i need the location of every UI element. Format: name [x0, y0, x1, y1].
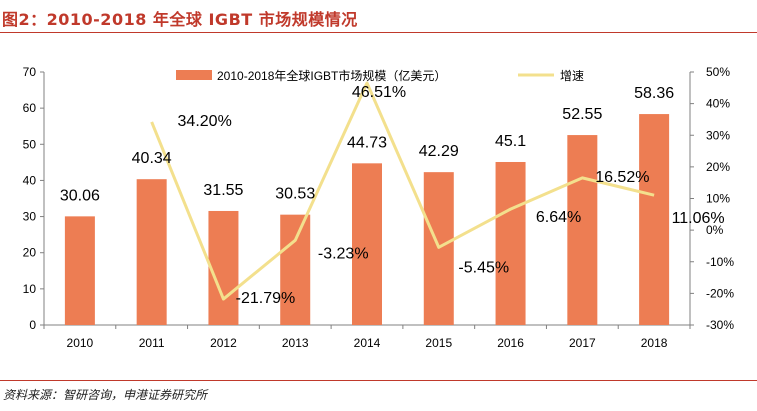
x-tick-label: 2012 — [210, 336, 237, 350]
x-tick-label: 2010 — [67, 336, 94, 350]
bar-value-label: 40.34 — [132, 150, 172, 167]
growth-value-label: 16.52% — [595, 169, 649, 186]
y-left-tick-label: 40 — [23, 173, 37, 187]
legend-bar-swatch — [176, 70, 212, 80]
y-left-tick-label: 0 — [29, 318, 36, 332]
footer-divider — [0, 380, 757, 381]
growth-line — [150, 81, 655, 301]
x-tick-label: 2016 — [497, 336, 524, 350]
bar-value-label: 45.1 — [495, 133, 526, 150]
y-right-tick-label: 50% — [706, 65, 730, 79]
chart: 0 10 20 30 40 50 60 70 -30% -20% -10% 0% 10% 20% 30% 40… — [23, 65, 735, 350]
y-left-tick-label: 10 — [23, 282, 37, 296]
growth-value-label: -3.23% — [318, 245, 369, 262]
y-right-tick-label: -10% — [706, 255, 734, 269]
bar — [136, 179, 167, 325]
x-tick-label: 2015 — [425, 336, 452, 350]
bar-value-label: 30.06 — [60, 187, 100, 204]
y-right-tick-label: 30% — [706, 128, 730, 142]
growth-value-label: 34.20% — [178, 113, 232, 130]
title-divider — [0, 32, 757, 33]
y-right-tick-label: 20% — [706, 160, 730, 174]
bar-value-label: 44.73 — [347, 134, 387, 151]
legend-line-label: 增速 — [560, 69, 584, 83]
x-tick-label: 2017 — [569, 336, 596, 350]
y-left-tick-label: 30 — [23, 210, 37, 224]
x-tick-label: 2013 — [282, 336, 309, 350]
bar — [352, 163, 382, 325]
x-tick-label: 2018 — [641, 336, 668, 350]
bar — [567, 135, 598, 325]
y-left-tick-label: 20 — [23, 246, 37, 260]
y-left-tick-label: 50 — [23, 137, 37, 151]
growth-value-label: -5.45% — [458, 259, 509, 276]
bar — [280, 214, 311, 325]
growth-value-label: 46.51% — [352, 84, 406, 101]
growth-value-label: -21.79% — [236, 290, 296, 307]
y-right-tick-label: -20% — [706, 286, 734, 300]
bar — [208, 210, 239, 325]
bar-value-label: 30.53 — [275, 186, 315, 203]
bar-value-label: 58.36 — [634, 85, 674, 102]
y-left-tick-label: 70 — [23, 65, 37, 79]
bar-value-label: 31.55 — [203, 182, 243, 199]
growth-value-label: 11.06% — [672, 210, 725, 227]
chart-title: 图2：2010-2018 年全球 IGBT 市场规模情况 — [2, 10, 358, 29]
y-right-tick-label: 0% — [706, 223, 724, 237]
source-note: 资料来源：智研咨询，申港证券研究所 — [3, 388, 208, 402]
bar — [64, 216, 95, 325]
y-left-tick-label: 60 — [23, 101, 37, 115]
legend-bar-label: 2010-2018年全球IGBT市场规模（亿美元） — [217, 68, 446, 83]
growth-value-label: 6.64% — [536, 209, 581, 226]
bar-value-label: 52.55 — [562, 106, 602, 123]
y-right-tick-label: 40% — [706, 97, 730, 111]
y-right-tick-label: -30% — [706, 318, 734, 332]
bar — [495, 161, 526, 325]
x-tick-label: 2014 — [354, 336, 381, 350]
bar — [639, 114, 670, 325]
bar-value-label: 42.29 — [419, 143, 459, 160]
y-right-tick-label: 10% — [706, 192, 730, 206]
x-tick-label: 2011 — [139, 336, 165, 350]
